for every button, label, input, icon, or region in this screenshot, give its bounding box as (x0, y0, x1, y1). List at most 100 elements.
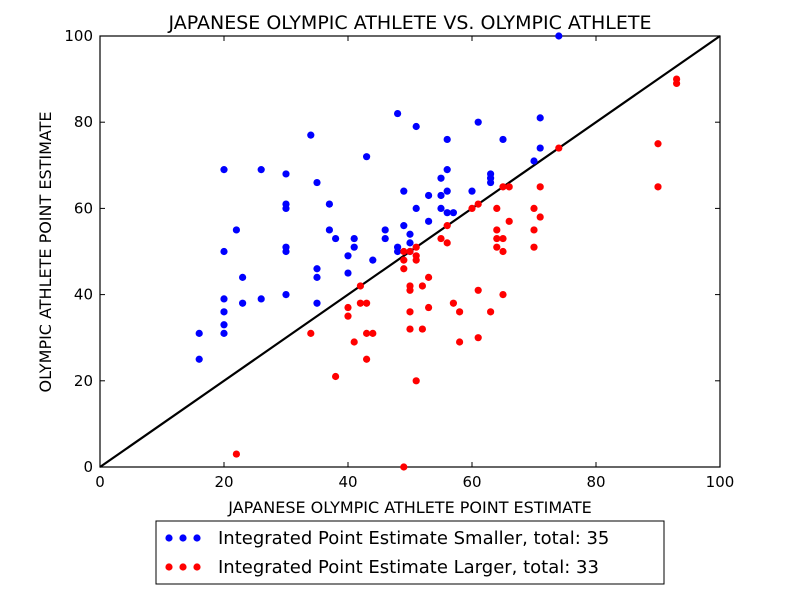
data-point (220, 295, 228, 303)
data-point (369, 329, 377, 337)
data-point (499, 291, 507, 299)
data-point (499, 234, 507, 243)
data-point (313, 178, 321, 187)
data-point (195, 329, 203, 337)
data-point (437, 234, 445, 243)
data-point (443, 187, 451, 195)
legend-marker (179, 563, 187, 571)
data-point (239, 299, 247, 307)
legend-marker (193, 534, 201, 542)
legend-marker (165, 534, 173, 542)
data-point (325, 226, 333, 234)
data-point (307, 329, 315, 337)
data-point (654, 183, 662, 191)
data-point (406, 247, 414, 256)
legend-marker (179, 534, 187, 542)
y-tick-label: 20 (74, 372, 93, 390)
legend-label: Integrated Point Estimate Smaller, total… (218, 528, 609, 549)
data-point (456, 308, 464, 316)
data-point (220, 321, 228, 329)
data-point (412, 243, 420, 251)
series-1 (195, 32, 563, 363)
data-point (400, 256, 408, 264)
data-point (350, 234, 358, 243)
data-point (400, 187, 408, 195)
data-point (493, 243, 501, 251)
data-point (468, 187, 476, 195)
data-point (344, 252, 352, 260)
legend: Integrated Point Estimate Smaller, total… (155, 520, 665, 585)
data-point (394, 109, 402, 118)
data-point (468, 204, 476, 212)
data-point (530, 204, 538, 212)
data-point (313, 273, 321, 281)
data-point (437, 174, 445, 182)
x-tick-label: 0 (95, 473, 105, 491)
y-tick-label: 0 (83, 458, 93, 476)
data-point (381, 226, 389, 234)
y-tick-label: 80 (74, 113, 93, 131)
data-point (363, 299, 371, 307)
x-tick-label: 60 (462, 473, 481, 491)
data-point (381, 234, 389, 243)
data-point (437, 191, 445, 200)
data-point (282, 291, 290, 299)
data-point (412, 122, 420, 131)
data-point (412, 256, 420, 264)
data-point (356, 282, 364, 290)
data-point (530, 157, 538, 165)
data-point (536, 183, 544, 191)
legend-label: Integrated Point Estimate Larger, total:… (218, 557, 599, 578)
data-point (505, 183, 513, 191)
data-point (425, 273, 433, 281)
data-point (257, 295, 265, 303)
data-point (493, 226, 501, 234)
data-point (344, 312, 352, 320)
data-point (499, 135, 507, 144)
data-point (493, 204, 501, 212)
data-point (406, 325, 414, 333)
data-point (282, 170, 290, 178)
data-point (325, 200, 333, 208)
data-point (443, 222, 451, 230)
data-point (406, 286, 414, 294)
legend-entry-2: Integrated Point Estimate Larger, total:… (165, 557, 599, 578)
data-point (344, 269, 352, 277)
data-point (449, 299, 457, 307)
data-point (536, 144, 544, 152)
data-point (344, 303, 352, 312)
data-points (195, 32, 681, 471)
data-point (530, 243, 538, 251)
data-point (499, 247, 507, 256)
data-point (313, 299, 321, 307)
x-tick-label: 100 (706, 473, 735, 491)
data-point (313, 265, 321, 273)
data-point (195, 355, 203, 363)
plot-frame (99, 35, 721, 468)
data-point (239, 273, 247, 281)
data-point (555, 144, 563, 152)
plot-area (99, 35, 721, 468)
data-point (406, 230, 414, 238)
data-point (443, 209, 451, 217)
data-point (332, 234, 340, 243)
data-point (350, 243, 358, 251)
data-point (418, 282, 426, 290)
data-point (505, 217, 513, 225)
data-point (400, 463, 408, 471)
data-point (425, 217, 433, 225)
data-point (443, 166, 451, 174)
data-point (406, 239, 414, 247)
data-point (356, 299, 364, 307)
data-point (363, 355, 371, 363)
legend-marker (165, 563, 173, 571)
data-point (282, 247, 290, 256)
y-tick-label: 60 (74, 199, 93, 217)
data-point (350, 338, 358, 346)
chart-title: JAPANESE OLYMPIC ATHLETE VS. OLYMPIC ATH… (167, 12, 651, 34)
data-point (443, 239, 451, 247)
data-point (449, 209, 457, 217)
data-point (220, 247, 228, 256)
data-point (425, 303, 433, 312)
